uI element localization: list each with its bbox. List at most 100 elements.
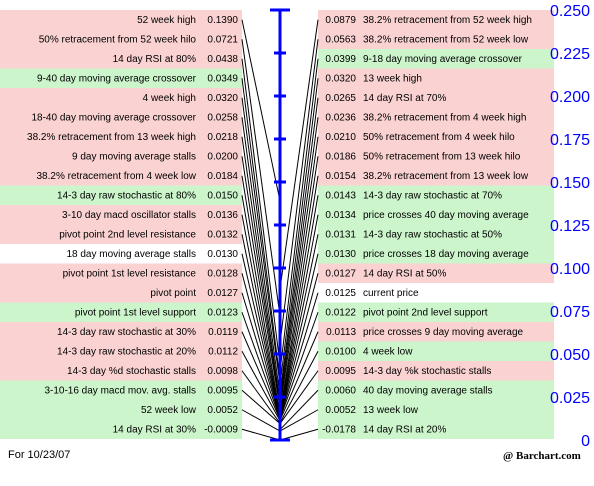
- row-bands: [0, 10, 554, 439]
- left-row-band: [0, 302, 242, 322]
- left-connector-line: [241, 331, 281, 420]
- right-connector-line: [279, 428, 319, 441]
- left-row-value: 0.1390: [207, 15, 238, 26]
- left-row-label: 4 week high: [143, 93, 196, 104]
- right-row-value: 0.0134: [325, 210, 356, 221]
- right-row-value: 0.0125: [325, 288, 356, 299]
- right-row-label: 38.2% retracement from 13 week low: [363, 171, 529, 182]
- left-row-label: 18-40 day moving average crossover: [31, 113, 196, 124]
- left-row-label: 14 day RSI at 30%: [113, 425, 196, 436]
- left-row-label: pivot point 1st level resistance: [63, 269, 197, 280]
- left-row-label: 14-3 day %d stochastic stalls: [67, 366, 196, 377]
- left-row-value: 0.0130: [207, 249, 238, 260]
- right-row-label: 4 week low: [363, 347, 413, 358]
- left-row-value: -0.0009: [204, 425, 238, 436]
- right-row-label: pivot point 2nd level support: [363, 308, 488, 319]
- left-row-band: [0, 127, 242, 147]
- left-row-label: 3-10-16 day macd mov. avg. stalls: [44, 386, 196, 397]
- left-row-band: [0, 185, 242, 205]
- axis-tick-label: 0.100: [550, 261, 590, 278]
- right-connector-line: [279, 253, 319, 418]
- left-row-value: 0.0052: [207, 405, 238, 416]
- left-connector-line: [241, 234, 281, 418]
- right-row-band: [318, 68, 554, 88]
- right-row-value: 0.0320: [325, 74, 356, 85]
- right-row-band: [318, 361, 554, 381]
- left-connector-line: [241, 409, 281, 432]
- right-row-band: [318, 29, 554, 49]
- left-connector-line: [241, 78, 281, 381]
- right-connector-line: [279, 370, 319, 424]
- right-connector-line: [279, 312, 319, 420]
- right-row-label: price crosses 18 day moving average: [363, 249, 529, 260]
- right-row-band: [318, 244, 554, 264]
- left-row-label: pivot point 1st level support: [75, 308, 196, 319]
- left-row-value: 0.0095: [207, 386, 238, 397]
- right-row-value: 0.0100: [325, 347, 356, 358]
- right-connector-line: [279, 58, 319, 372]
- left-row-band: [0, 166, 242, 186]
- right-connector-line: [279, 175, 319, 414]
- left-row-label: 38.2% retracement from 4 week low: [36, 171, 196, 182]
- left-row-value: 0.0320: [207, 93, 238, 104]
- right-row-label: 13 week low: [363, 405, 419, 416]
- left-connector-line: [241, 136, 281, 403]
- right-row-value: 0.0399: [325, 54, 356, 65]
- row-labels: 52 week high 0.1390 50% retracement from 5…: [27, 15, 532, 436]
- axis-tick-label: 0.225: [550, 46, 590, 63]
- right-row-label: 50% retracement from 13 week hilo: [363, 152, 521, 163]
- right-row-band: [318, 146, 554, 166]
- right-row-value: -0.0178: [322, 425, 356, 436]
- right-row-label: 14-3 day raw stochastic at 70%: [363, 191, 502, 202]
- right-row-value: 0.0210: [325, 132, 356, 143]
- right-row-value: 0.0131: [325, 230, 356, 241]
- left-row-band: [0, 146, 242, 166]
- right-connector-line: [279, 292, 319, 419]
- right-row-value: 0.0143: [325, 191, 356, 202]
- left-row-value: 0.0184: [207, 171, 238, 182]
- left-row-label: pivot point 2nd level resistance: [59, 230, 196, 241]
- right-row-band: [318, 224, 554, 244]
- right-row-band: [318, 400, 554, 420]
- right-connector-line: [279, 78, 319, 386]
- right-row-label: 50% retracement from 4 week hilo: [363, 132, 515, 143]
- right-connector-line: [279, 136, 319, 404]
- right-row-label: 38.2% retracement from 4 week high: [363, 113, 526, 124]
- left-row-label: pivot point: [150, 288, 196, 299]
- axis-tick-label: 0.025: [550, 390, 590, 407]
- axis-tick-labels: 0 0.025 0.050 0.075 0.100 0.125 0.150 0.175 0.20…: [550, 3, 590, 450]
- right-row-band: [318, 185, 554, 205]
- left-connector-line: [241, 428, 281, 441]
- right-connector-line: [279, 97, 319, 395]
- right-row-band: [318, 107, 554, 127]
- right-row-value: 0.0879: [325, 15, 356, 26]
- right-row-band: [318, 322, 554, 342]
- axis-tick-label: 0.250: [550, 3, 590, 20]
- right-row-value: 0.0154: [325, 171, 356, 182]
- right-row-label: price crosses 40 day moving average: [363, 210, 529, 221]
- credit-label: @ Barchart.com: [503, 450, 581, 462]
- axis-tick-label: 0.150: [550, 175, 590, 192]
- axis-tick-label: 0.075: [550, 304, 590, 321]
- left-row-label: 14-3 day raw stochastic at 20%: [57, 347, 196, 358]
- left-connector-line: [241, 370, 281, 424]
- right-row-band: [318, 127, 554, 147]
- left-row-value: 0.0438: [207, 54, 238, 65]
- left-row-band: [0, 400, 242, 420]
- right-row-label: 14 day RSI at 50%: [363, 269, 446, 280]
- left-connector-line: [241, 253, 281, 418]
- left-row-value: 0.0218: [207, 132, 238, 143]
- axis-tick-label: 0.125: [550, 218, 590, 235]
- left-row-label: 9-40 day moving average crossover: [37, 74, 197, 85]
- left-connector-line: [241, 195, 281, 415]
- left-row-band: [0, 68, 242, 88]
- left-connector-line: [241, 97, 281, 386]
- right-row-band: [318, 205, 554, 225]
- right-row-band: [318, 88, 554, 108]
- left-row-value: 0.0258: [207, 113, 238, 124]
- left-row-label: 52 week high: [137, 15, 196, 26]
- left-row-label: 9 day moving average stalls: [72, 152, 196, 163]
- right-connector-line: [279, 273, 319, 419]
- left-row-value: 0.0123: [207, 308, 238, 319]
